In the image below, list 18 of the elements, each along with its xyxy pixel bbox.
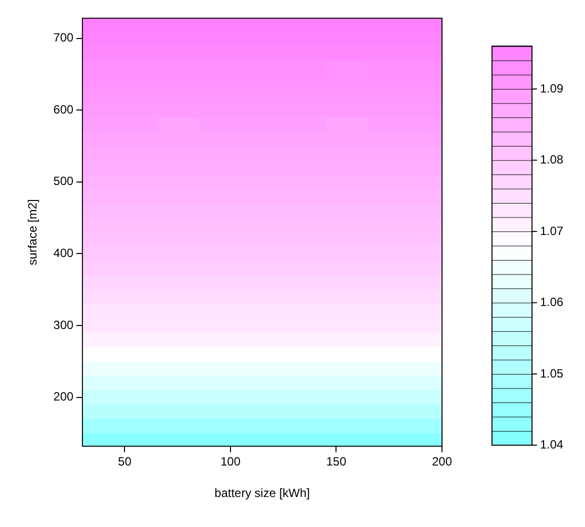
color-bar-label: 1.05 <box>540 366 564 380</box>
y-axis-title: surface [m2] <box>26 199 40 266</box>
y-tick-label: 500 <box>53 174 74 188</box>
y-tick-label: 400 <box>53 246 74 260</box>
x-tick-label: 50 <box>118 454 132 469</box>
y-tick-label: 300 <box>53 318 74 332</box>
x-tick-label: 200 <box>432 454 452 469</box>
color-bar-label: 1.08 <box>540 152 564 167</box>
x-axis-title: battery size [kWh] <box>214 486 310 500</box>
x-tick-label: 150 <box>326 454 347 469</box>
color-bar-label: 1.06 <box>540 295 564 310</box>
y-tick-label: 200 <box>53 390 74 404</box>
y-tick-label: 700 <box>53 30 74 45</box>
x-tick-label: 100 <box>220 454 241 469</box>
color-bar-label: 1.04 <box>540 438 564 452</box>
color-bar-label: 1.09 <box>540 81 564 96</box>
color-bar-label: 1.07 <box>540 224 564 238</box>
y-tick-label: 600 <box>53 102 74 116</box>
